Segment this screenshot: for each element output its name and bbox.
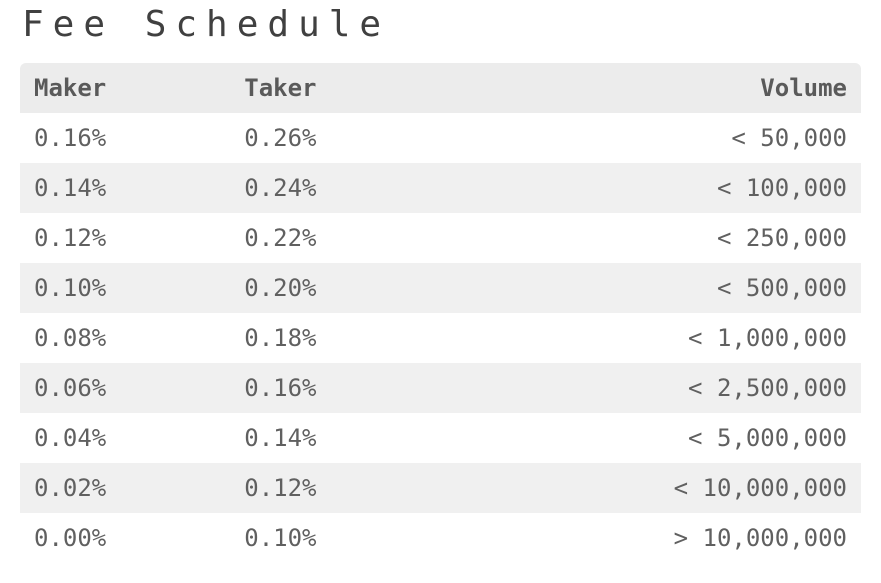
fee-schedule-page: Fee Schedule Maker Taker Volume 0.16%0.2…	[0, 0, 881, 583]
cell-taker: 0.12%	[230, 463, 440, 513]
cell-taker: 0.14%	[230, 413, 440, 463]
table-row: 0.12%0.22%< 250,000	[20, 213, 861, 263]
col-header-volume: Volume	[441, 63, 862, 113]
table-row: 0.08%0.18%< 1,000,000	[20, 313, 861, 363]
cell-volume: < 500,000	[441, 263, 862, 313]
table-row: 0.06%0.16%< 2,500,000	[20, 363, 861, 413]
table-header-row: Maker Taker Volume	[20, 63, 861, 113]
cell-volume: < 10,000,000	[441, 463, 862, 513]
table-row: 0.14%0.24%< 100,000	[20, 163, 861, 213]
cell-taker: 0.26%	[230, 113, 440, 163]
cell-taker: 0.18%	[230, 313, 440, 363]
cell-volume: < 100,000	[441, 163, 862, 213]
cell-taker: 0.24%	[230, 163, 440, 213]
cell-taker: 0.16%	[230, 363, 440, 413]
cell-maker: 0.08%	[20, 313, 230, 363]
cell-volume: < 2,500,000	[441, 363, 862, 413]
fee-schedule-table: Maker Taker Volume 0.16%0.26%< 50,0000.1…	[20, 63, 861, 563]
cell-taker: 0.10%	[230, 513, 440, 563]
table-row: 0.16%0.26%< 50,000	[20, 113, 861, 163]
table-row: 0.02%0.12%< 10,000,000	[20, 463, 861, 513]
cell-maker: 0.16%	[20, 113, 230, 163]
table-row: 0.00%0.10%> 10,000,000	[20, 513, 861, 563]
cell-maker: 0.10%	[20, 263, 230, 313]
cell-maker: 0.14%	[20, 163, 230, 213]
table-row: 0.10%0.20%< 500,000	[20, 263, 861, 313]
cell-maker: 0.02%	[20, 463, 230, 513]
cell-maker: 0.12%	[20, 213, 230, 263]
cell-volume: > 10,000,000	[441, 513, 862, 563]
cell-taker: 0.20%	[230, 263, 440, 313]
cell-maker: 0.04%	[20, 413, 230, 463]
cell-volume: < 50,000	[441, 113, 862, 163]
cell-volume: < 5,000,000	[441, 413, 862, 463]
cell-taker: 0.22%	[230, 213, 440, 263]
cell-volume: < 1,000,000	[441, 313, 862, 363]
cell-volume: < 250,000	[441, 213, 862, 263]
cell-maker: 0.00%	[20, 513, 230, 563]
page-title: Fee Schedule	[22, 4, 861, 45]
cell-maker: 0.06%	[20, 363, 230, 413]
col-header-taker: Taker	[230, 63, 440, 113]
table-row: 0.04%0.14%< 5,000,000	[20, 413, 861, 463]
col-header-maker: Maker	[20, 63, 230, 113]
